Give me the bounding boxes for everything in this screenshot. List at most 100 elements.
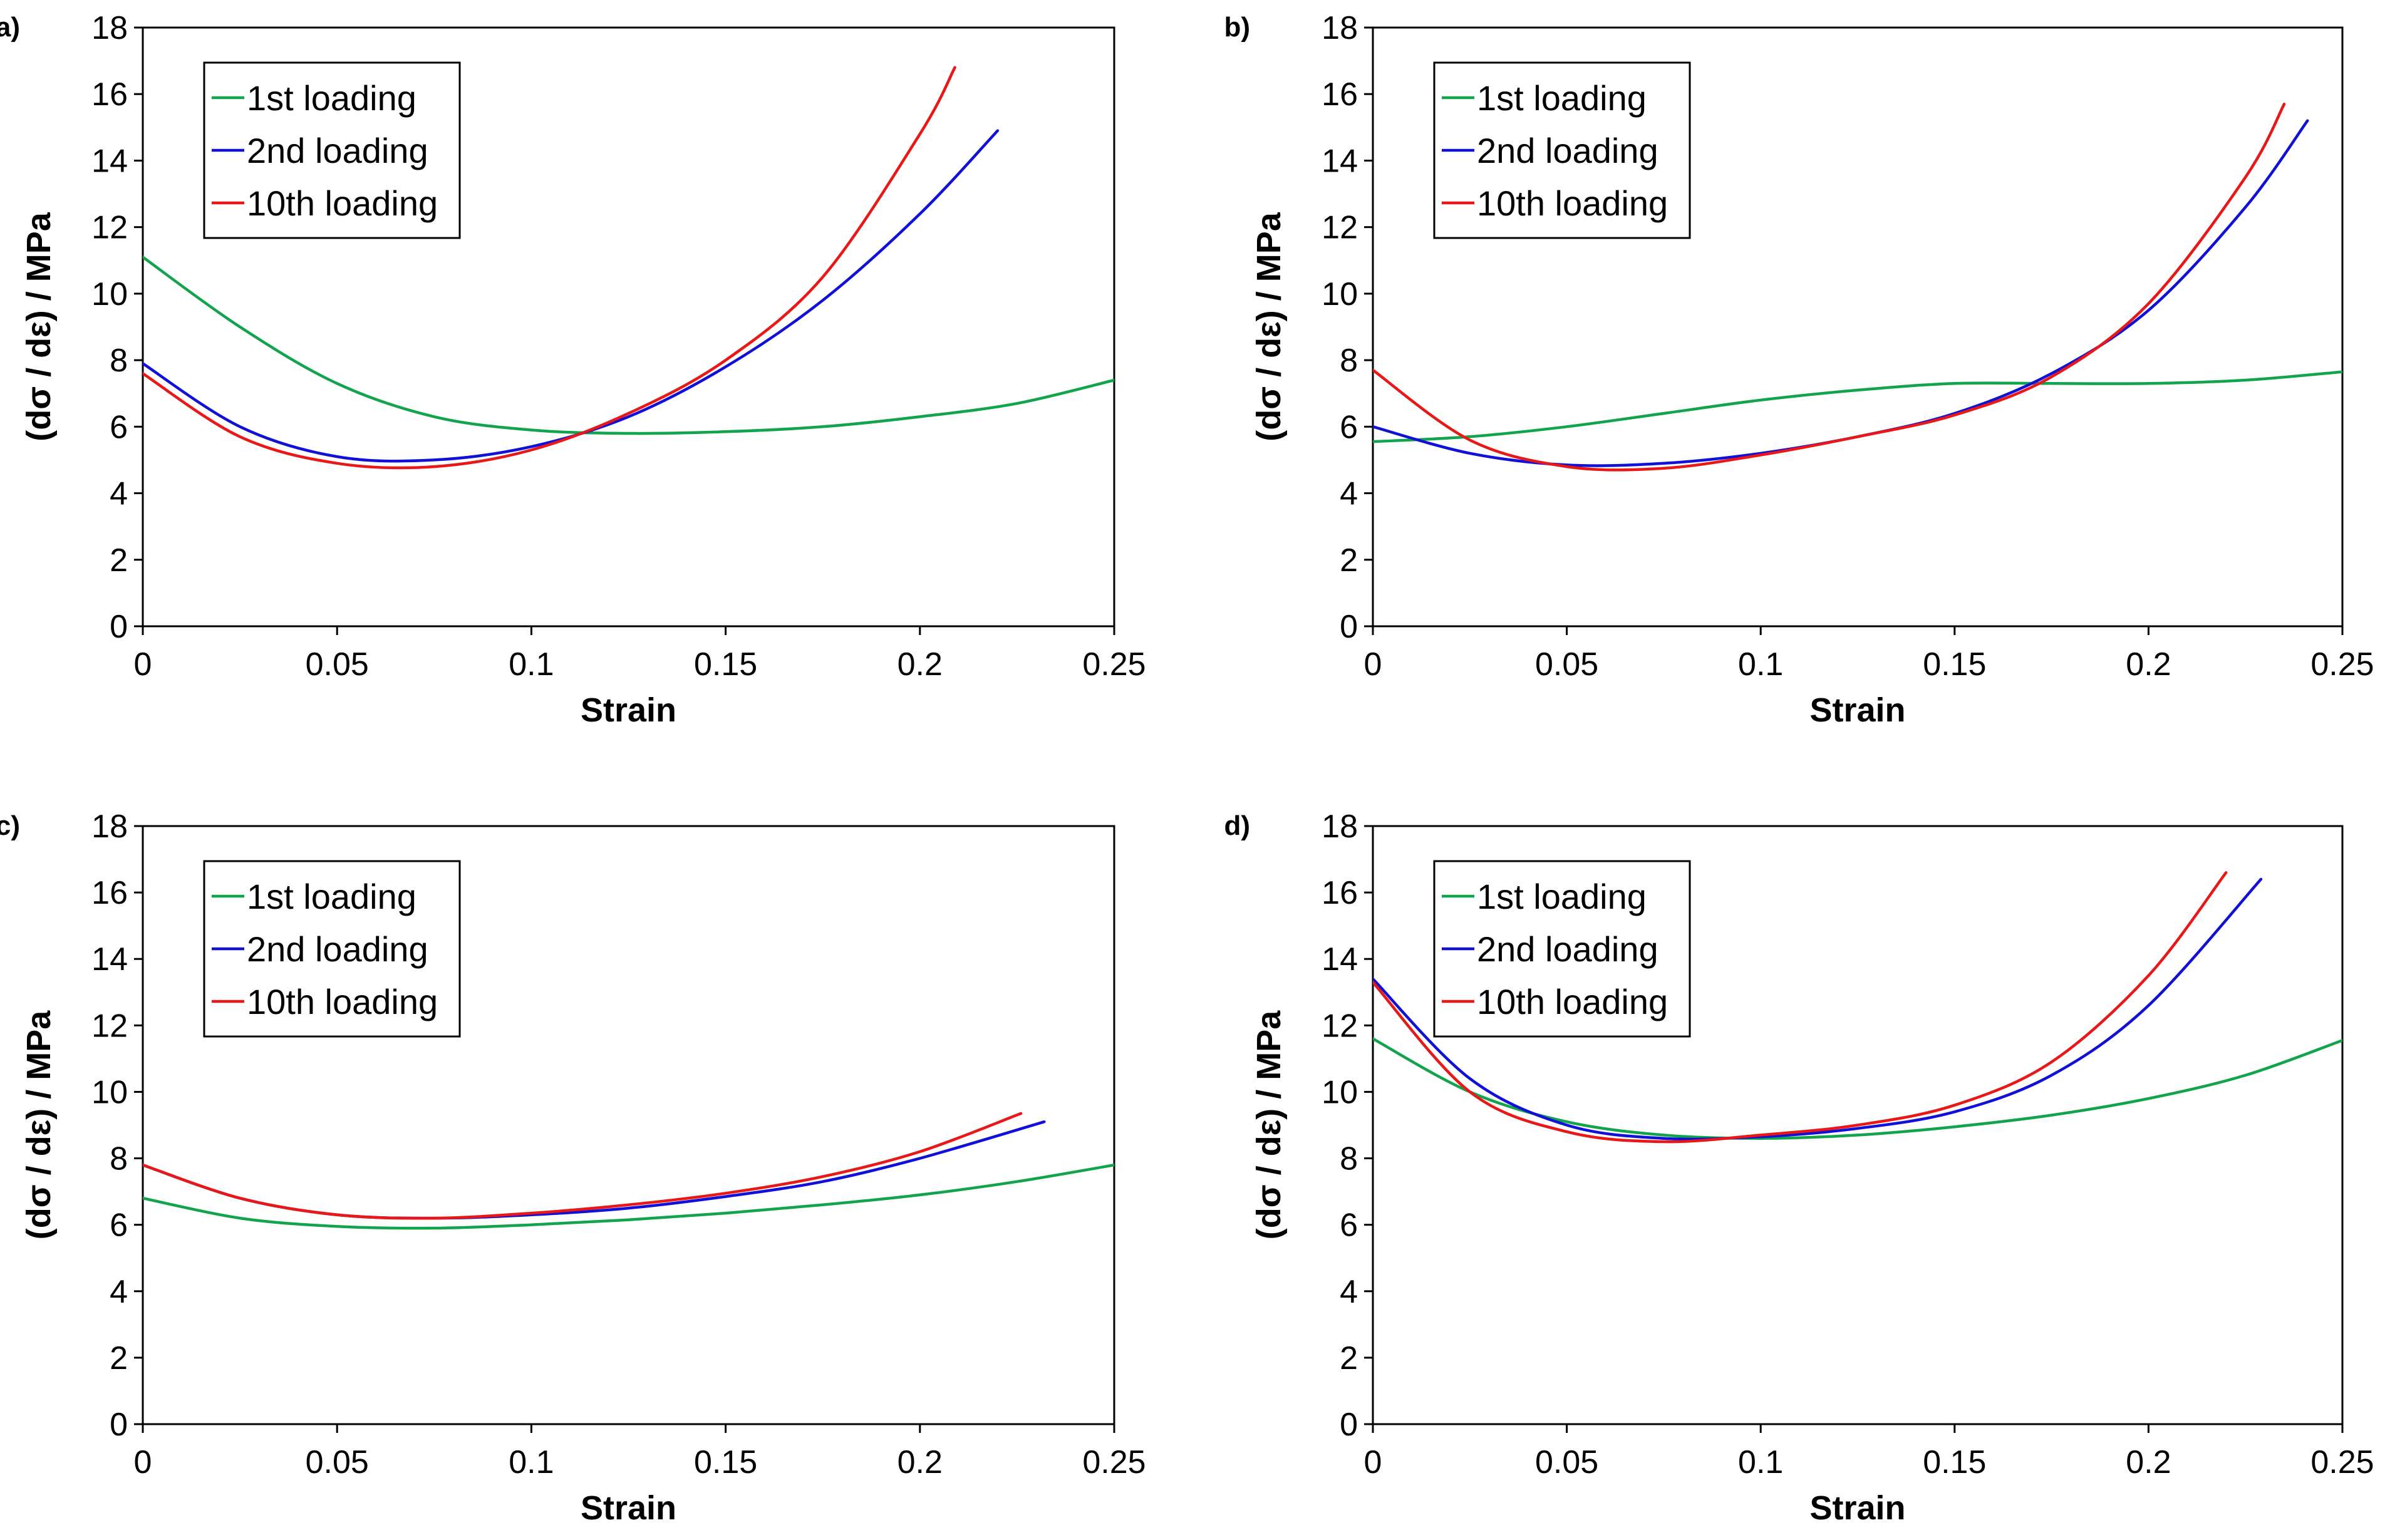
x-axis-title: Strain [581,691,676,729]
y-tick-label: 6 [1340,1207,1358,1244]
x-tick-label: 0.2 [2126,1444,2171,1481]
series-line [1373,871,2228,1144]
legend: 1st loading 2nd loading 10th loading [1433,860,1691,1038]
y-axis-title: (dσ / dε) / MPa [20,1010,58,1240]
legend-box [1433,860,1691,1038]
series-line [1373,102,2286,472]
y-tick-label: 10 [91,276,128,313]
y-tick-label: 16 [91,875,128,911]
x-axis-title: Strain [1809,1489,1905,1527]
y-tick-label: 14 [91,143,128,179]
legend-label: 2nd loading [247,131,428,170]
series-line [143,1112,1023,1220]
series-line [1373,1037,2342,1140]
x-tick-label: 0.15 [1923,1444,1986,1481]
y-tick-label: 6 [1340,409,1358,445]
x-axis-title: Strain [1809,691,1905,729]
series-line [143,66,956,470]
panel-label: d) [1224,810,1250,841]
x-tick-label: 0.15 [694,646,757,683]
y-tick-label: 2 [110,542,128,579]
plot-frame [1372,26,2344,628]
plot-frame [1372,825,2344,1425]
y-tick-label: 18 [91,10,128,46]
legend-label: 10th loading [247,982,438,1021]
legend-box [203,61,461,239]
chart-panel: 0 2 4 6 8 10 12 14 16 18 0 0.05 0.1 0.15 0.2 0.25 Strain… [0,10,1146,729]
legend-label: 10th loading [1477,183,1668,223]
x-tick-label: 0.2 [898,1444,943,1481]
y-tick-label: 4 [110,476,128,512]
legend-label: 2nd loading [247,929,428,969]
y-tick-label: 4 [1340,476,1358,512]
x-tick-label: 0 [1364,646,1382,683]
plot-frame [142,26,1115,628]
y-axis-title: (dσ / dε) / MPa [20,212,58,442]
plot-frame [142,825,1115,1425]
x-tick-label: 0.25 [2310,1444,2374,1481]
x-axis-title: Strain [581,1489,676,1527]
series-line [1373,370,2342,443]
series-line [1373,877,2263,1141]
y-tick-label: 6 [110,1207,128,1244]
y-tick-label: 14 [1322,941,1358,978]
y-tick-label: 8 [1340,343,1358,379]
chart-panel: 0 2 4 6 8 10 12 14 16 18 0 0.05 0.1 0.15 0.2 0.25 Strain… [0,809,1146,1527]
x-tick-label: 0.05 [1535,646,1598,683]
legend-label: 1st loading [1477,877,1647,916]
x-tick-label: 0.1 [1738,646,1783,683]
y-tick-label: 8 [110,1141,128,1177]
x-tick-label: 0 [134,1444,152,1481]
panel-label: b) [1224,12,1250,43]
legend-label: 2nd loading [1477,929,1658,969]
y-tick-label: 10 [1322,276,1358,313]
x-tick-label: 0.15 [1923,646,1986,683]
panel-label: c) [0,810,20,841]
x-tick-label: 0.05 [306,646,369,683]
y-tick-label: 18 [91,809,128,845]
x-tick-label: 0.2 [2126,646,2171,683]
y-tick-label: 16 [1322,875,1358,911]
x-tick-label: 0.05 [306,1444,369,1481]
y-tick-label: 4 [1340,1274,1358,1310]
y-tick-label: 10 [1322,1074,1358,1110]
series-line [143,1120,1046,1220]
y-tick-label: 8 [110,343,128,379]
y-tick-label: 8 [1340,1141,1358,1177]
legend-box [1433,61,1691,239]
series-line [143,1163,1114,1230]
x-tick-label: 0.1 [1738,1444,1783,1481]
legend: 1st loading 2nd loading 10th loading [203,61,461,239]
y-tick-label: 0 [1340,609,1358,645]
x-tick-label: 0 [134,646,152,683]
y-tick-label: 0 [1340,1407,1358,1443]
y-tick-label: 18 [1322,10,1358,46]
legend-label: 1st loading [1477,78,1647,118]
x-tick-label: 0.1 [509,1444,554,1481]
y-axis-title: (dσ / dε) / MPa [1250,212,1288,442]
x-tick-label: 0.2 [898,646,943,683]
x-tick-label: 0.25 [1082,646,1146,683]
y-tick-label: 12 [1322,1008,1358,1044]
y-axis-title: (dσ / dε) / MPa [1250,1010,1288,1240]
y-tick-label: 14 [1322,143,1358,179]
y-tick-label: 2 [1340,1340,1358,1377]
x-tick-label: 0.25 [2310,646,2374,683]
legend-label: 2nd loading [1477,131,1658,170]
legend-label: 1st loading [247,78,416,118]
y-tick-label: 12 [1322,210,1358,246]
chart-panel: 0 2 4 6 8 10 12 14 16 18 0 0.05 0.1 0.15 0.2 0.25 Strain… [1224,10,2374,729]
legend: 1st loading 2nd loading 10th loading [1433,61,1691,239]
x-tick-label: 0 [1364,1444,1382,1481]
y-tick-label: 0 [110,1407,128,1443]
y-tick-label: 16 [91,76,128,113]
y-tick-label: 16 [1322,76,1358,113]
panel-label: a) [0,12,20,43]
x-tick-label: 0.05 [1535,1444,1598,1481]
series-line [143,256,1114,435]
y-tick-label: 2 [110,1340,128,1377]
y-tick-label: 12 [91,210,128,246]
legend-label: 10th loading [1477,982,1668,1021]
legend-box [203,860,461,1038]
